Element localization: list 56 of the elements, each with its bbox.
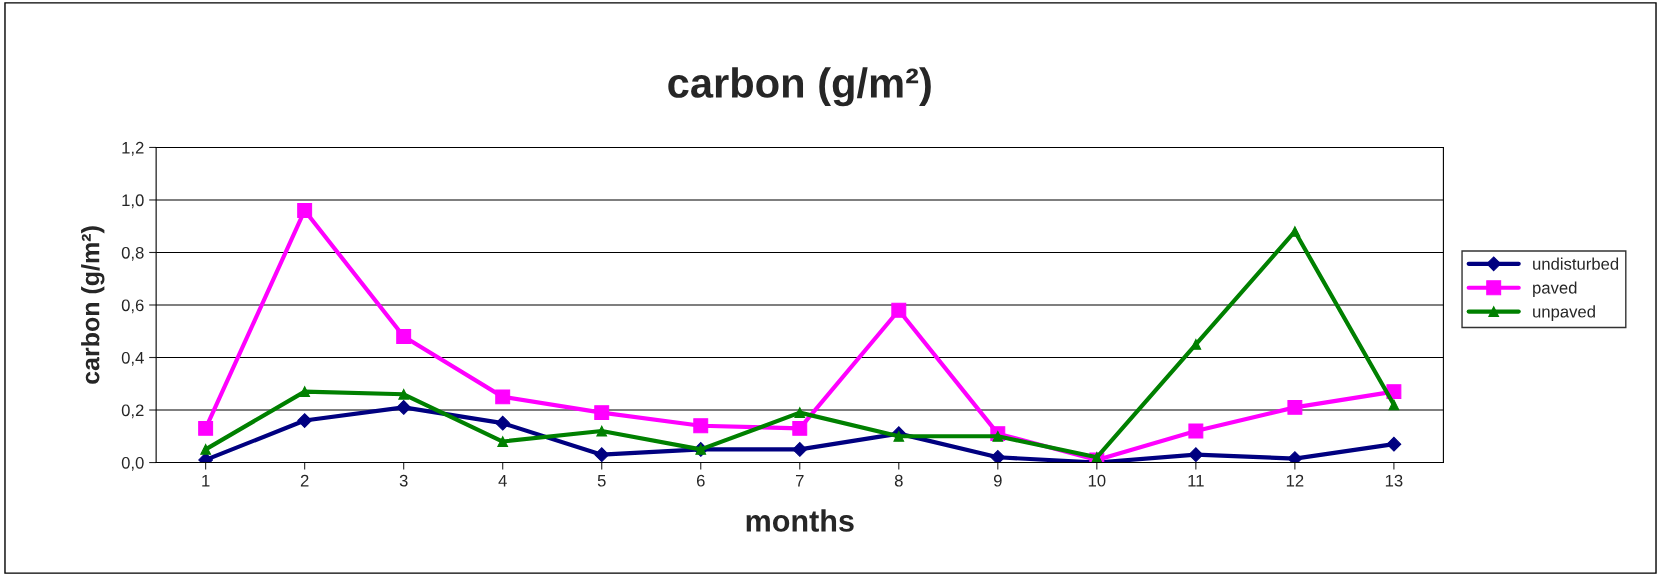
y-axis-title: carbon (g/m²)	[81, 226, 105, 384]
chart-title: carbon (g/m²)	[668, 67, 931, 107]
x-tick-label: 10	[1088, 474, 1106, 487]
point	[495, 415, 511, 431]
point	[297, 203, 313, 218]
x-tick-label: 6	[696, 474, 705, 487]
point	[792, 420, 808, 436]
point	[297, 413, 313, 428]
point	[396, 329, 412, 344]
y-tick-label: 0,8	[121, 246, 144, 261]
legend-label: paved	[1533, 281, 1577, 298]
point	[495, 389, 511, 405]
point	[990, 449, 1006, 463]
y-tick-label: 1,0	[122, 194, 144, 209]
x-tick-label: 8	[894, 474, 903, 487]
point	[594, 447, 610, 463]
point	[1386, 436, 1402, 452]
point	[398, 388, 410, 400]
y-tick-label: 0,2	[121, 404, 144, 419]
point	[792, 442, 808, 457]
point	[596, 425, 608, 437]
point	[1289, 226, 1301, 237]
point	[497, 436, 509, 447]
point	[198, 420, 214, 436]
y-tick-label: 0,0	[121, 456, 144, 471]
point	[396, 400, 412, 415]
x-tick-label: 5	[597, 474, 606, 487]
x-tick-label: 13	[1385, 474, 1403, 487]
point	[299, 386, 311, 398]
point	[594, 405, 610, 421]
x-tick-label: 3	[399, 474, 408, 487]
point	[200, 444, 212, 455]
legend-label: undisturbed	[1533, 257, 1619, 270]
x-tick-label: 11	[1188, 474, 1204, 487]
y-tick-label: 0,6	[121, 299, 144, 314]
point	[1287, 399, 1303, 415]
x-tick-label: 1	[202, 474, 210, 487]
x-tick-label: 7	[795, 474, 804, 487]
x-tick-label: 2	[300, 474, 309, 487]
x-tick-label: 4	[498, 474, 507, 487]
point	[1287, 451, 1303, 463]
point	[1190, 339, 1202, 350]
y-tick-label: 1,2	[122, 141, 144, 156]
legend-label: unpaved	[1533, 305, 1595, 321]
point	[992, 430, 1004, 442]
point	[1188, 423, 1204, 439]
x-tick-label: 9	[993, 474, 1002, 487]
point	[1188, 447, 1204, 463]
x-tick-label: 12	[1286, 474, 1304, 487]
point	[891, 302, 907, 318]
x-axis-title: months	[746, 509, 854, 532]
point	[893, 430, 905, 442]
y-tick-label: 0,4	[121, 351, 144, 366]
point	[794, 407, 806, 419]
point	[693, 418, 709, 434]
point	[1388, 399, 1400, 411]
